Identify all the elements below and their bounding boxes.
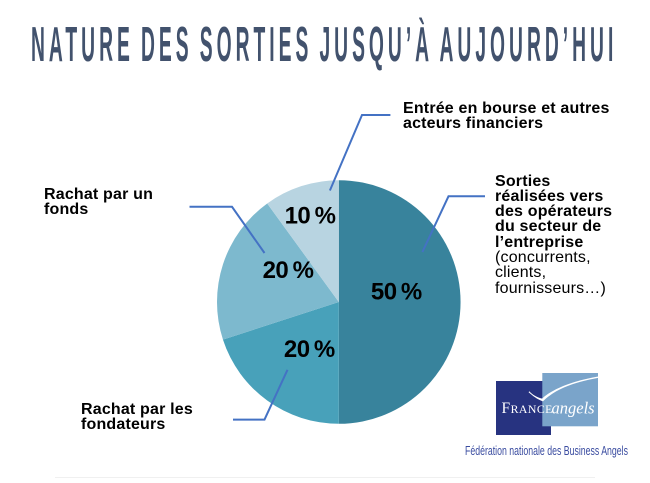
svg-text:20 %: 20 % (284, 336, 335, 363)
svg-text:20 %: 20 % (263, 257, 314, 284)
svg-text:FRANCE: FRANCE (502, 400, 553, 417)
svg-text:50 %: 50 % (371, 279, 422, 306)
svg-text:angels: angels (552, 398, 595, 417)
svg-text:10 %: 10 % (285, 203, 336, 230)
